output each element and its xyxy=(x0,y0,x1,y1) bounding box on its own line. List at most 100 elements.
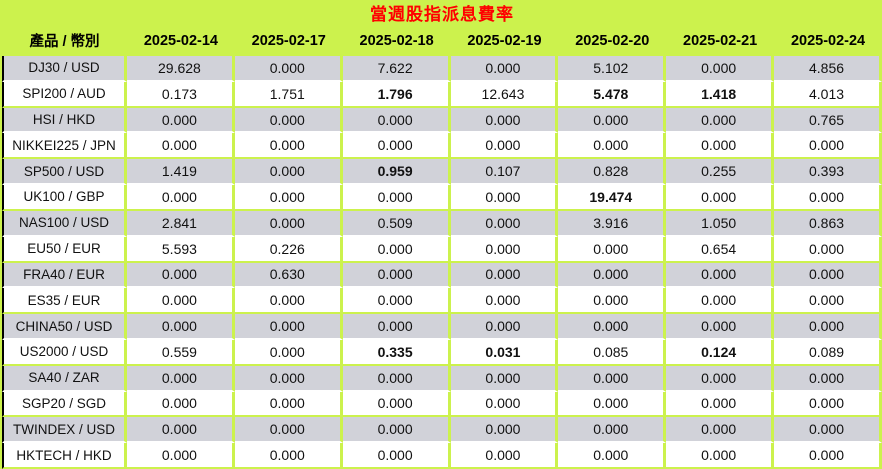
product-cell: DJ30 / USD xyxy=(2,56,127,82)
value-cell: 1.419 xyxy=(127,159,235,186)
value-cell: 0.000 xyxy=(558,236,667,263)
value-cell: 0.000 xyxy=(234,339,343,366)
product-cell: CHINA50 / USD xyxy=(2,314,127,340)
value-cell: 0.000 xyxy=(127,314,235,340)
product-cell: HKTECH / HKD xyxy=(2,443,127,469)
value-cell: 0.000 xyxy=(234,185,343,211)
value-cell: 0.000 xyxy=(450,443,559,469)
value-cell: 0.000 xyxy=(127,417,235,444)
value-cell: 0.000 xyxy=(774,365,882,392)
value-cell: 0.000 xyxy=(558,391,667,418)
value-cell: 0.509 xyxy=(342,210,451,237)
value-cell: 0.000 xyxy=(558,133,667,160)
value-cell: 0.654 xyxy=(666,236,775,263)
table-row: SPI200 / AUD 0.173 1.751 1.796 12.643 5.478 1.… xyxy=(2,81,882,108)
table-row: DJ30 / USD 29.628 0.000 7.622 0.000 5.102 0.00… xyxy=(2,56,882,82)
product-cell: FRA40 / EUR xyxy=(2,262,127,289)
value-cell: 0.000 xyxy=(450,133,559,160)
table-row: SGP20 / SGD 0.000 0.000 0.000 0.000 0.000 0.00… xyxy=(2,391,882,418)
value-cell: 5.478 xyxy=(558,81,667,108)
value-cell: 0.000 xyxy=(666,262,775,289)
value-cell: 0.000 xyxy=(342,417,451,444)
date-header: 2025-02-14 xyxy=(143,32,218,49)
value-cell: 29.628 xyxy=(127,56,235,82)
value-cell: 0.000 xyxy=(558,417,667,444)
table-row: US2000 / USD 0.559 0.000 0.335 0.031 0.085 0.1… xyxy=(2,339,882,366)
value-cell: 1.418 xyxy=(666,81,775,108)
value-cell: 0.000 xyxy=(342,443,451,469)
value-cell: 0.559 xyxy=(127,339,235,366)
value-cell: 0.000 xyxy=(774,185,882,211)
page-title: 當週股指派息費率 xyxy=(370,5,514,24)
product-cell: EU50 / EUR xyxy=(2,236,127,263)
value-cell: 0.000 xyxy=(666,107,775,134)
table-row: FRA40 / EUR 0.000 0.630 0.000 0.000 0.000 0.00… xyxy=(2,262,882,289)
value-cell: 0.000 xyxy=(558,365,667,392)
value-cell: 0.031 xyxy=(450,339,559,366)
value-cell: 1.050 xyxy=(666,210,775,237)
date-header: 2025-02-24 xyxy=(790,32,866,49)
value-cell: 0.000 xyxy=(127,133,235,160)
value-cell: 0.863 xyxy=(774,210,882,237)
value-cell: 0.000 xyxy=(127,185,235,211)
title-row: 當週股指派息費率 xyxy=(2,0,882,25)
value-cell: 0.000 xyxy=(127,391,235,418)
value-cell: 0.000 xyxy=(450,185,559,211)
value-cell: 0.000 xyxy=(234,107,343,134)
value-cell: 0.000 xyxy=(774,443,882,469)
value-cell: 0.000 xyxy=(234,56,343,82)
value-cell: 0.000 xyxy=(666,417,775,444)
product-cell: SGP20 / SGD xyxy=(2,391,127,418)
value-cell: 0.000 xyxy=(127,107,235,134)
value-cell: 0.000 xyxy=(342,391,451,418)
product-cell: HSI / HKD xyxy=(2,107,127,134)
value-cell: 0.000 xyxy=(234,365,343,392)
value-cell: 1.796 xyxy=(342,81,451,108)
value-cell: 0.000 xyxy=(234,391,343,418)
product-currency-header: 產品 / 幣別 xyxy=(29,34,100,50)
date-header: 2025-02-18 xyxy=(359,32,434,49)
value-cell: 1.751 xyxy=(234,81,343,108)
value-cell: 0.000 xyxy=(558,314,667,340)
value-cell: 4.013 xyxy=(774,81,882,108)
value-cell: 0.000 xyxy=(342,133,451,160)
product-cell: US2000 / USD xyxy=(2,339,127,366)
value-cell: 0.000 xyxy=(774,417,882,444)
product-cell: NAS100 / USD xyxy=(2,210,127,237)
value-cell: 0.000 xyxy=(450,262,559,289)
value-cell: 0.226 xyxy=(234,236,343,263)
table-row: HKTECH / HKD 0.000 0.000 0.000 0.000 0.000 0.0… xyxy=(2,443,882,469)
value-cell: 0.000 xyxy=(774,391,882,418)
value-cell: 0.255 xyxy=(666,159,775,186)
date-header: 2025-02-17 xyxy=(251,32,326,49)
table-row: EU50 / EUR 5.593 0.226 0.000 0.000 0.000 0.654… xyxy=(2,236,882,263)
value-cell: 0.000 xyxy=(450,210,559,237)
table-row: TWINDEX / USD 0.000 0.000 0.000 0.000 0.000 0.… xyxy=(2,417,882,444)
value-cell: 0.124 xyxy=(666,339,775,366)
value-cell: 0.000 xyxy=(342,236,451,263)
date-header: 2025-02-21 xyxy=(683,32,758,49)
value-cell: 0.000 xyxy=(450,56,559,82)
value-cell: 0.000 xyxy=(234,133,343,160)
value-cell: 0.000 xyxy=(342,185,451,211)
value-cell: 0.000 xyxy=(127,262,235,289)
value-cell: 0.000 xyxy=(342,107,451,134)
table-row: SP500 / USD 1.419 0.000 0.959 0.107 0.828 0.25… xyxy=(2,159,882,186)
value-cell: 19.474 xyxy=(558,185,667,211)
value-cell: 0.000 xyxy=(450,365,559,392)
value-cell: 0.000 xyxy=(450,391,559,418)
value-cell: 0.089 xyxy=(774,339,882,366)
column-header-row: 產品 / 幣別 2025-02-14 2025-02-17 2025-02-18 20… xyxy=(2,25,882,56)
value-cell: 0.000 xyxy=(234,443,343,469)
value-cell: 0.107 xyxy=(450,159,559,186)
value-cell: 3.916 xyxy=(558,210,667,237)
value-cell: 5.102 xyxy=(558,56,667,82)
value-cell: 0.000 xyxy=(450,314,559,340)
value-cell: 2.841 xyxy=(127,210,235,237)
product-cell: SP500 / USD xyxy=(2,159,127,186)
value-cell: 0.000 xyxy=(666,56,775,82)
value-cell: 0.393 xyxy=(774,159,882,186)
value-cell: 5.593 xyxy=(127,236,235,263)
value-cell: 4.856 xyxy=(774,56,882,82)
